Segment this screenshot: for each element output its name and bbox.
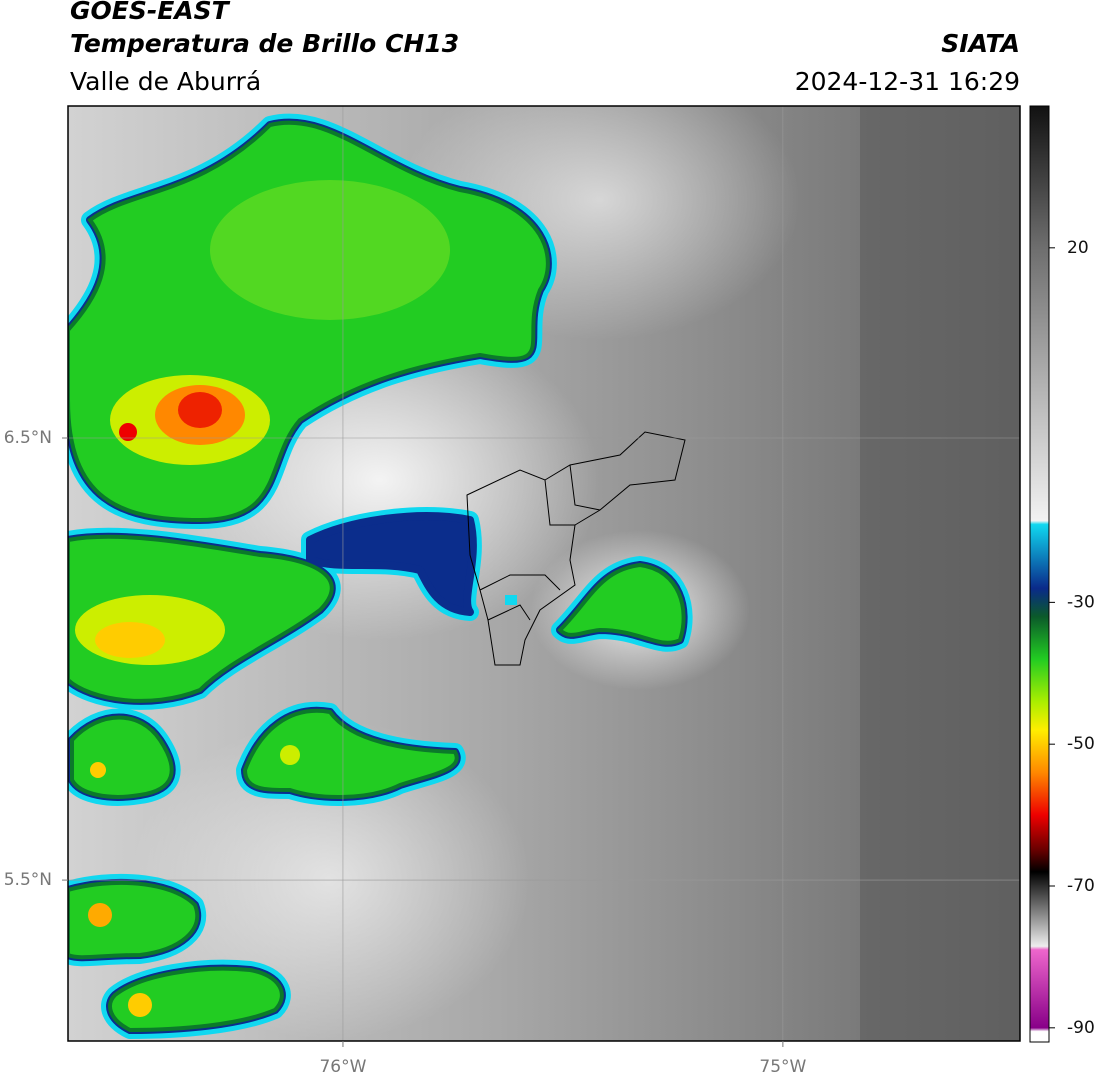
subtitle: Temperatura de Brillo CH13 xyxy=(70,29,459,58)
colorbar-fill xyxy=(1030,106,1049,1042)
graticule xyxy=(68,106,1020,1041)
colorbar-frame xyxy=(1029,105,1050,1043)
municipal-boundaries xyxy=(466,431,686,666)
colorbar-label: -90 xyxy=(1067,1018,1094,1038)
map-frame xyxy=(67,105,1021,1042)
colorbar-label: -50 xyxy=(1067,734,1094,754)
colorbar-label: 20 xyxy=(1067,238,1089,258)
source: SIATA xyxy=(941,29,1020,58)
map-image xyxy=(68,106,1020,1041)
colorbar: 20 -30 -50 -70 -90 xyxy=(1030,106,1094,1042)
y-tick-label: 6.5°N xyxy=(4,428,52,448)
cloud-tops xyxy=(68,123,684,1030)
title: GOES-EAST xyxy=(70,0,231,25)
x-tick-label: 76°W xyxy=(319,1057,366,1077)
colorbar-label: -70 xyxy=(1067,876,1094,896)
y-tick-label: 5.5°N xyxy=(4,870,52,890)
datetime: 2024-12-31 16:29 xyxy=(795,67,1020,96)
region: Valle de Aburrá xyxy=(70,67,261,96)
x-tick-label: 75°W xyxy=(759,1057,806,1077)
colorbar-label: -30 xyxy=(1067,592,1094,612)
